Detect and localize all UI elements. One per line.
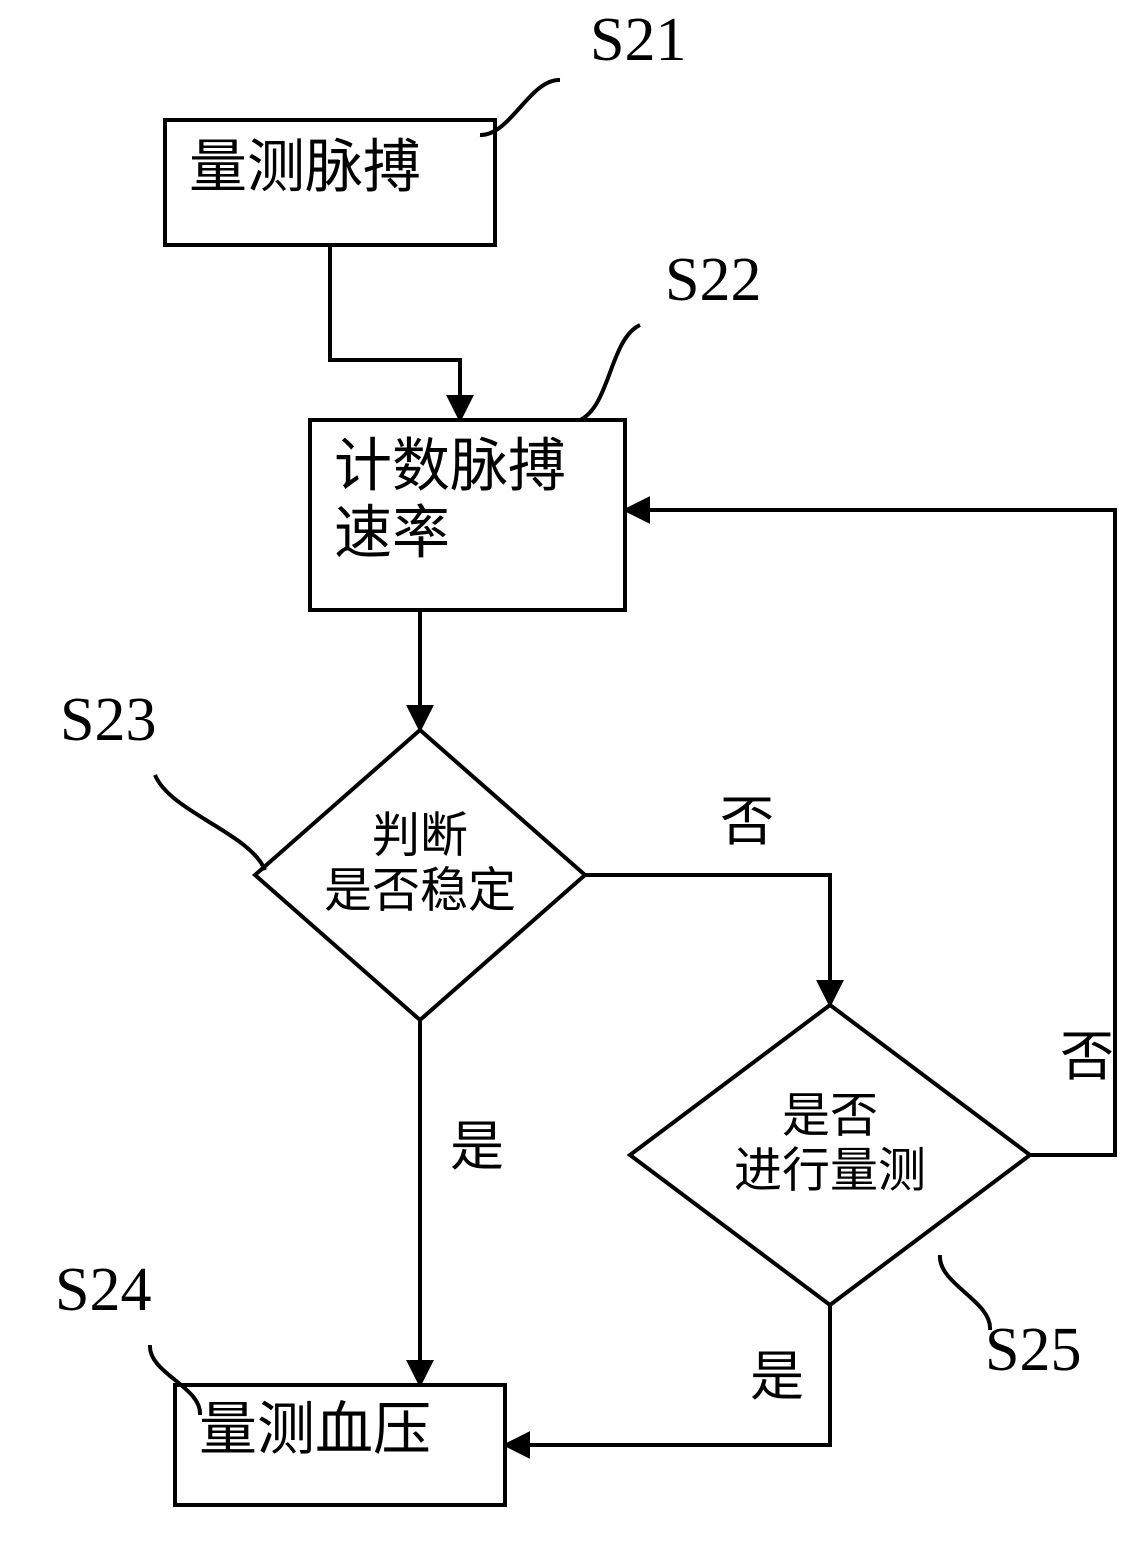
s23-text: 是否稳定 bbox=[324, 865, 516, 918]
s21-label: S21 bbox=[590, 6, 686, 74]
s25-label: S25 bbox=[985, 1316, 1081, 1384]
s21-text: 量测脉搏 bbox=[189, 135, 421, 200]
s22-text: 速率 bbox=[334, 500, 450, 565]
edge-label: 否 bbox=[1060, 1027, 1114, 1087]
edge-label: 是 bbox=[450, 1117, 504, 1177]
s22-leader bbox=[580, 325, 640, 420]
s24-label: S24 bbox=[55, 1256, 151, 1324]
edge bbox=[330, 245, 460, 420]
edge bbox=[585, 875, 830, 1005]
s24-text: 量测血压 bbox=[199, 1397, 431, 1462]
s25-leader bbox=[940, 1255, 990, 1330]
s23-text: 判断 bbox=[372, 809, 468, 862]
s22-label: S22 bbox=[665, 246, 761, 314]
s22-text: 计数脉搏 bbox=[334, 434, 566, 499]
s25-text: 进行量测 bbox=[734, 1145, 926, 1198]
edge-label: 否 bbox=[720, 792, 774, 852]
edge-label: 是 bbox=[750, 1347, 804, 1407]
s23-leader bbox=[155, 775, 265, 870]
s25-text: 是否 bbox=[782, 1089, 878, 1142]
s23-label: S23 bbox=[60, 686, 156, 754]
